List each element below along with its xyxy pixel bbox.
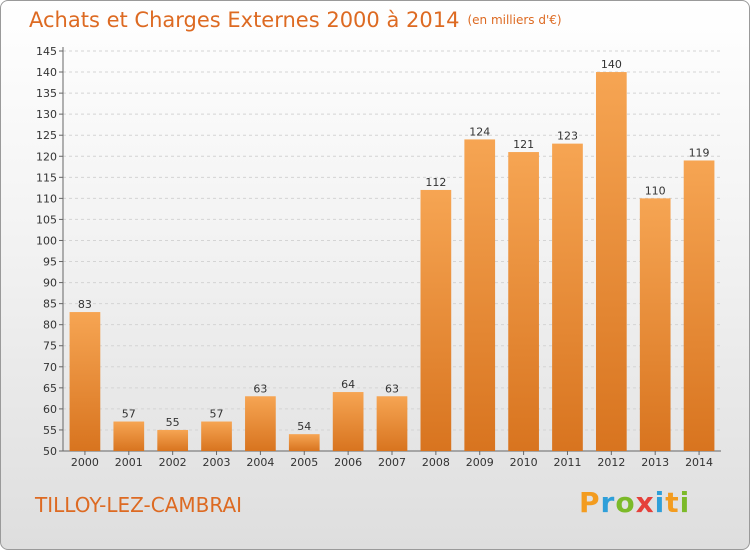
x-tick-label: 2012	[597, 456, 625, 469]
bar	[464, 139, 496, 451]
y-tick-label: 90	[43, 277, 57, 290]
bar	[376, 396, 408, 451]
bar	[113, 421, 145, 451]
chart-subtitle: (en milliers d'€)	[467, 13, 562, 27]
x-tick-label: 2008	[422, 456, 450, 469]
y-tick-label: 125	[36, 129, 57, 142]
x-tick-label: 2014	[685, 456, 713, 469]
y-tick-label: 130	[36, 108, 57, 121]
y-tick-label: 120	[36, 150, 57, 163]
data-label: 57	[122, 408, 136, 421]
y-tick-label: 70	[43, 361, 57, 374]
y-tick-label: 85	[43, 298, 57, 311]
y-tick-label: 95	[43, 256, 57, 269]
data-label: 121	[513, 138, 534, 151]
bar	[508, 152, 539, 452]
bar	[201, 421, 232, 451]
logo-letter: t	[665, 486, 680, 519]
bar	[683, 160, 715, 451]
commune-name: TILLOY-LEZ-CAMBRAI	[35, 493, 243, 517]
bar	[595, 72, 627, 451]
logo-letter: i	[679, 486, 691, 519]
x-tick-label: 2007	[378, 456, 406, 469]
y-tick-label: 75	[43, 340, 57, 353]
y-tick-label: 135	[36, 87, 57, 100]
bars	[69, 72, 715, 452]
y-tick-label: 60	[43, 403, 57, 416]
y-tick-label: 65	[43, 382, 57, 395]
x-tick-label: 2009	[466, 456, 494, 469]
bar	[288, 434, 320, 451]
data-label: 119	[689, 146, 710, 159]
data-label: 112	[425, 176, 446, 189]
bar	[69, 312, 101, 451]
y-tick-label: 100	[36, 234, 57, 247]
bar	[552, 143, 583, 451]
y-tick-label: 55	[43, 424, 57, 437]
bar	[332, 392, 364, 451]
x-tick-label: 2001	[115, 456, 143, 469]
data-label: 123	[557, 130, 578, 143]
bar	[157, 429, 189, 451]
y-tick-label: 105	[36, 213, 57, 226]
bar	[420, 189, 452, 451]
data-label: 110	[645, 184, 666, 197]
x-tick-label: 2010	[510, 456, 538, 469]
x-tick-label: 2004	[246, 456, 274, 469]
labels: 50 55 60 65 70 75 80 85 90 95 100 105 110 115 120 125 13…	[36, 45, 713, 469]
data-label: 64	[341, 378, 355, 391]
logo-letter: x	[635, 486, 655, 519]
logo-letter: o	[615, 486, 636, 519]
y-tick-label: 115	[36, 171, 57, 184]
data-label: 57	[210, 408, 224, 421]
y-tick-label: 140	[36, 66, 57, 79]
x-tick-label: 2006	[334, 456, 362, 469]
logo-letter: r	[600, 486, 616, 519]
x-tick-label: 2011	[553, 456, 581, 469]
data-label: 124	[469, 125, 490, 138]
x-tick-label: 2000	[71, 456, 99, 469]
x-tick-label: 2005	[290, 456, 318, 469]
data-label: 63	[385, 382, 399, 395]
proxiti-logo: Proxiti	[579, 486, 690, 519]
x-tick-label: 2002	[159, 456, 187, 469]
bar	[639, 198, 671, 451]
bar	[245, 396, 276, 451]
data-label: 55	[166, 416, 180, 429]
logo-letter: i	[654, 486, 666, 519]
data-label: 140	[601, 58, 622, 71]
chart-title-text: Achats et Charges Externes 2000 à 2014	[29, 8, 460, 32]
y-tick-label: 145	[36, 45, 57, 58]
data-label: 83	[78, 298, 92, 311]
data-label: 63	[253, 382, 267, 395]
x-tick-label: 2013	[641, 456, 669, 469]
x-tick-label: 2003	[203, 456, 231, 469]
y-tick-label: 110	[36, 192, 57, 205]
y-tick-label: 80	[43, 319, 57, 332]
logo-letter: P	[579, 486, 601, 519]
data-label: 54	[297, 420, 311, 433]
y-tick-label: 50	[43, 445, 57, 458]
chart-title: Achats et Charges Externes 2000 à 2014 (e…	[29, 8, 562, 32]
